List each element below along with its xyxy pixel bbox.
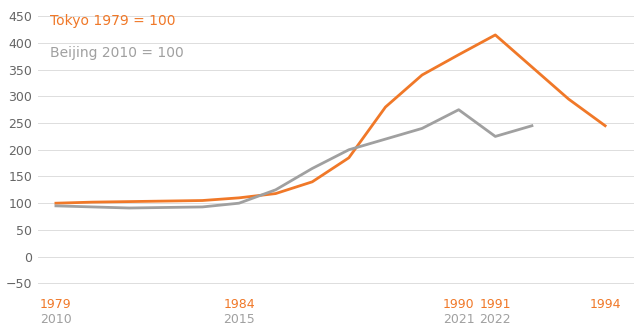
Text: 2022: 2022 — [479, 313, 511, 326]
Text: 2010: 2010 — [40, 313, 72, 326]
Text: Beijing 2010 = 100: Beijing 2010 = 100 — [49, 46, 183, 60]
Text: Tokyo 1979 = 100: Tokyo 1979 = 100 — [49, 14, 175, 28]
Text: 2021: 2021 — [443, 313, 474, 326]
Text: 2015: 2015 — [223, 313, 255, 326]
